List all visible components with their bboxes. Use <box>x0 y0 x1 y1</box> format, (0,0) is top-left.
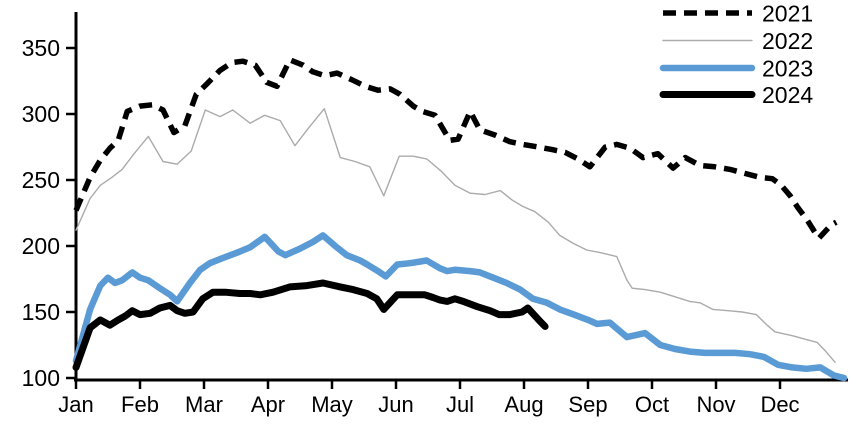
y-tick-label: 350 <box>22 35 60 61</box>
x-tick-label-nov: Nov <box>696 392 735 417</box>
series-2021-line <box>73 57 838 241</box>
y-tick-label: 150 <box>22 299 60 325</box>
x-tick-label-mar: Mar <box>185 392 223 417</box>
x-tick-label-may: May <box>311 392 353 417</box>
x-tick-label-oct: Oct <box>635 392 669 417</box>
legend-label-2024: 2024 <box>762 82 813 108</box>
x-tick-label-sep: Sep <box>568 392 607 417</box>
y-tick-label: 100 <box>22 365 60 391</box>
x-tick-label-aug: Aug <box>504 392 543 417</box>
x-tick-label-apr: Apr <box>251 392 285 417</box>
y-tick-label: 300 <box>22 101 60 127</box>
legend-label-2021: 2021 <box>762 1 813 27</box>
y-tick-label: 250 <box>22 167 60 193</box>
series-2022-line <box>75 108 836 363</box>
x-tick-label-feb: Feb <box>121 392 159 417</box>
legend-label-2023: 2023 <box>762 56 813 82</box>
legend-label-2022: 2022 <box>762 28 813 54</box>
x-tick-label-jan: Jan <box>58 392 93 417</box>
x-tick-label-jul: Jul <box>446 392 474 417</box>
series-2023-line <box>72 232 848 382</box>
y-tick-label: 200 <box>22 233 60 259</box>
series-2024-line <box>72 279 549 371</box>
x-tick-label-dec: Dec <box>760 392 799 417</box>
x-tick-label-jun: Jun <box>378 392 413 417</box>
